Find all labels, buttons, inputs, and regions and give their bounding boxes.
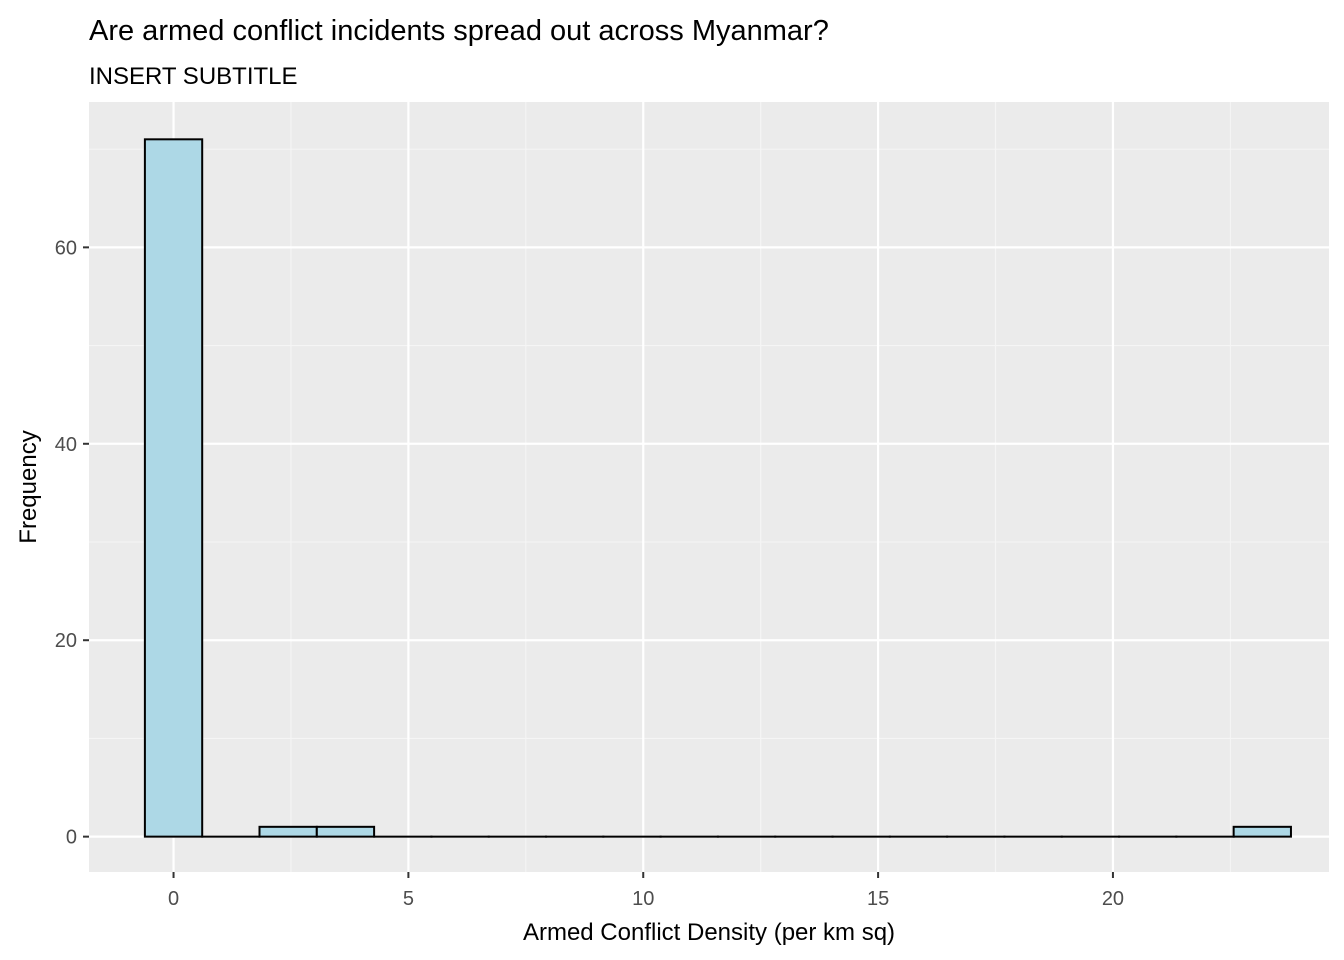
grid-lines [89,102,1329,872]
chart-subtitle: INSERT SUBTITLE [89,63,298,90]
x-tick-label: 5 [403,888,414,910]
x-axis-label: Armed Conflict Density (per km sq) [523,919,895,946]
y-tick-label: 20 [55,630,77,652]
y-axis-label: Frequency [15,430,42,543]
plot-panel [89,102,1329,872]
x-tick-label: 20 [1102,888,1124,910]
y-tick-label: 60 [55,237,77,259]
histogram-bar [315,825,376,838]
x-tick-label: 0 [168,888,179,910]
x-tick-label: 15 [867,888,889,910]
chart-title: Are armed conflict incidents spread out … [89,15,829,47]
histogram-bar [258,825,318,838]
y-tick-label: 40 [55,434,77,456]
y-tick-label: 0 [66,827,77,849]
axis-ticks: 0 5 10 15 20 0 20 40 60 [55,237,1124,910]
x-tick-label: 10 [632,888,654,910]
histogram-bar [1232,825,1292,838]
histogram-bars [143,138,1292,838]
histogram-bar [143,138,204,838]
